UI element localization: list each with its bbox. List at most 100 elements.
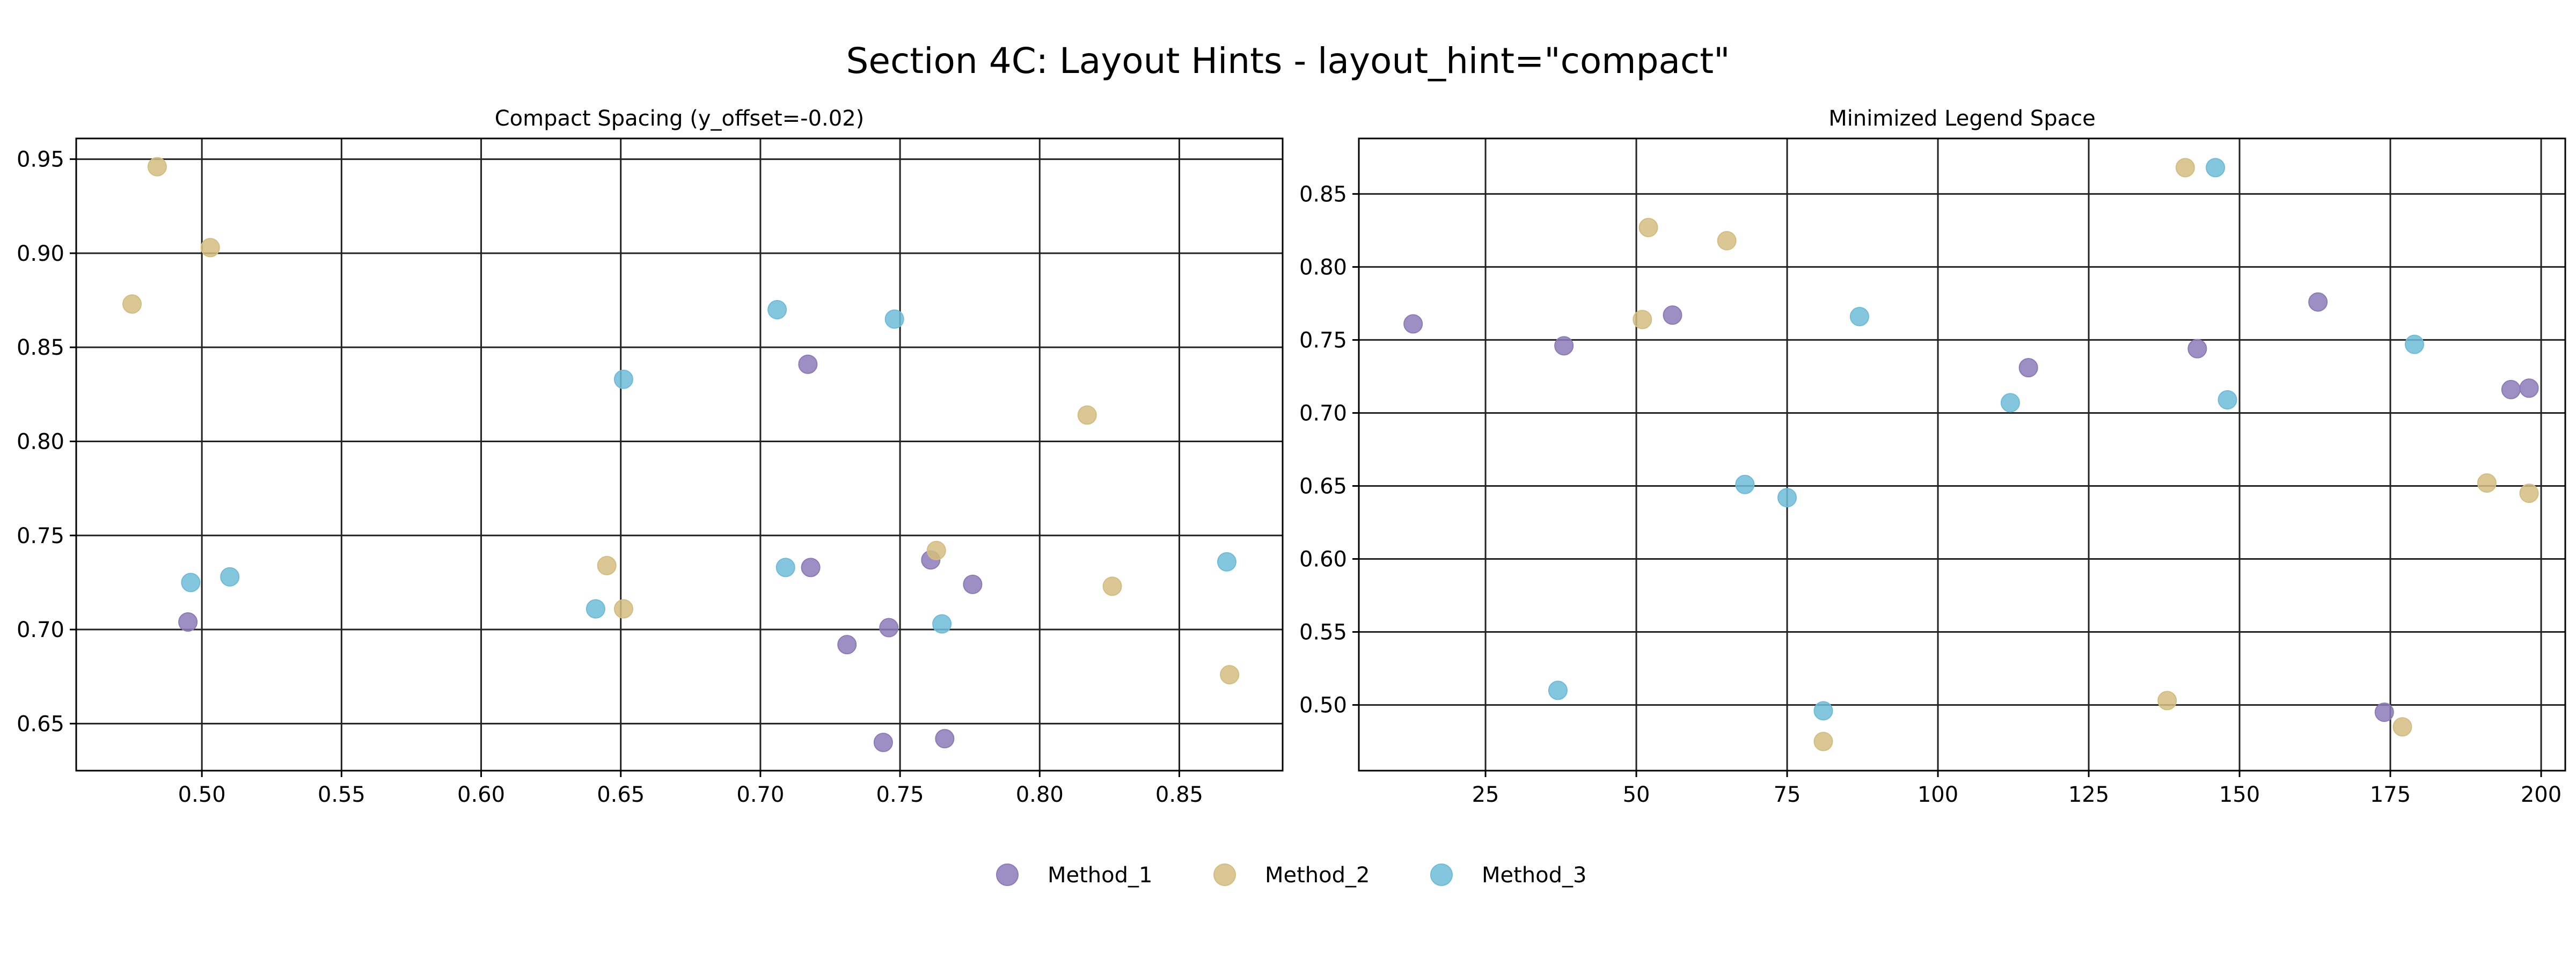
data-point [775,558,795,577]
legend: Method_1 Method_2 Method_3 [996,863,1586,888]
data-point [122,294,142,314]
x-tick-label: 50 [1623,782,1650,807]
legend-label: Method_3 [1482,863,1586,888]
data-point [2000,393,2020,413]
x-tick-label: 150 [2219,782,2260,807]
data-point [1777,488,1797,508]
data-point [879,618,899,638]
data-point [1217,552,1236,572]
x-tick-label: 0.50 [178,782,226,807]
data-point [1638,217,1658,237]
data-point [220,567,240,587]
data-point [935,729,955,749]
x-tick-label: 75 [1774,782,1801,807]
data-point [147,157,167,177]
x-tick-label: 100 [1918,782,1958,807]
y-tick-label: 0.95 [17,148,64,172]
y-tick-label: 0.65 [1299,474,1347,499]
series-method-2 [122,157,1240,685]
data-point [2374,702,2394,722]
data-point [1717,231,1737,251]
data-point [1849,306,1869,326]
y-tick-label: 0.85 [1299,182,1347,207]
legend-label: Method_2 [1265,863,1370,888]
data-point [1220,665,1240,685]
x-tick-label: 0.65 [597,782,645,807]
y-tick-label: 0.80 [1299,255,1347,280]
y-tick-label: 0.50 [1299,693,1347,718]
legend-label: Method_1 [1048,863,1152,888]
data-point [2175,158,2195,178]
legend-entry: Method_3 [1430,863,1586,888]
series-method-1 [1403,292,2539,722]
data-point [2519,378,2539,398]
x-tick-label: 200 [2521,782,2562,807]
data-point [1554,336,1574,356]
subplot-right: Minimized Legend Space 25 50 75 100 125 150 175… [1299,106,2566,807]
subplot-title: Minimized Legend Space [1828,106,2095,131]
x-tick-label: 0.75 [876,782,924,807]
data-point [801,558,821,577]
data-point [1735,474,1755,494]
x-tick-label: 175 [2370,782,2411,807]
y-tick-label: 0.70 [17,618,64,642]
y-tick-label: 0.75 [17,524,64,548]
axes-frame [1358,137,2566,772]
series-method-3 [181,300,1236,634]
y-tick-label: 0.75 [1299,328,1347,353]
series-method-3 [1548,158,2424,721]
data-point [2157,691,2177,711]
y-tick-label: 0.70 [1299,401,1347,426]
data-point [2018,358,2038,378]
subplot-title: Compact Spacing (y_offset=-0.02) [495,106,865,131]
data-point [178,612,198,632]
x-tick-label: 125 [2068,782,2109,807]
y-tick-label: 0.55 [1299,620,1347,645]
y-tick-label: 0.60 [1299,547,1347,572]
data-point [200,238,220,258]
data-point [2501,379,2521,399]
data-point [1633,310,1652,330]
data-point [2519,484,2539,503]
data-point [873,733,893,752]
data-point [181,573,201,592]
data-point [926,540,946,560]
x-tick-label: 25 [1472,782,1499,807]
data-point [798,354,818,374]
data-point [932,614,952,634]
data-point [2308,292,2328,312]
legend-entry: Method_2 [1213,863,1370,888]
axes-frame [75,137,1284,772]
data-point [613,369,633,389]
data-point [1813,701,1833,721]
data-point [837,635,857,655]
y-tick-label: 0.80 [17,429,64,454]
data-point [884,309,904,329]
legend-marker [1213,863,1236,886]
x-tick-label: 0.60 [457,782,505,807]
data-point [1403,314,1423,334]
data-point [963,574,983,594]
data-point [597,555,617,575]
data-point [613,599,633,619]
x-tick-label: 0.80 [1016,782,1064,807]
data-point [2206,158,2226,178]
y-tick-label: 0.65 [17,712,64,736]
data-point [2477,473,2497,493]
series-method-1 [178,354,983,752]
series-method-2 [1633,158,2539,751]
data-point [586,599,605,619]
y-tick-label: 0.85 [17,335,64,360]
subplot-left: Compact Spacing (y_offset=-0.02) 0.50 0.55… [17,106,1284,807]
x-tick-label: 0.70 [736,782,784,807]
data-point [2187,339,2207,358]
data-point [1077,405,1097,425]
legend-entry: Method_1 [996,863,1152,888]
figure-title: Section 4C: Layout Hints - layout_hint="… [846,40,1730,82]
data-point [1102,576,1122,596]
data-point [1548,680,1568,700]
data-point [767,300,787,320]
legend-marker [1430,863,1453,886]
